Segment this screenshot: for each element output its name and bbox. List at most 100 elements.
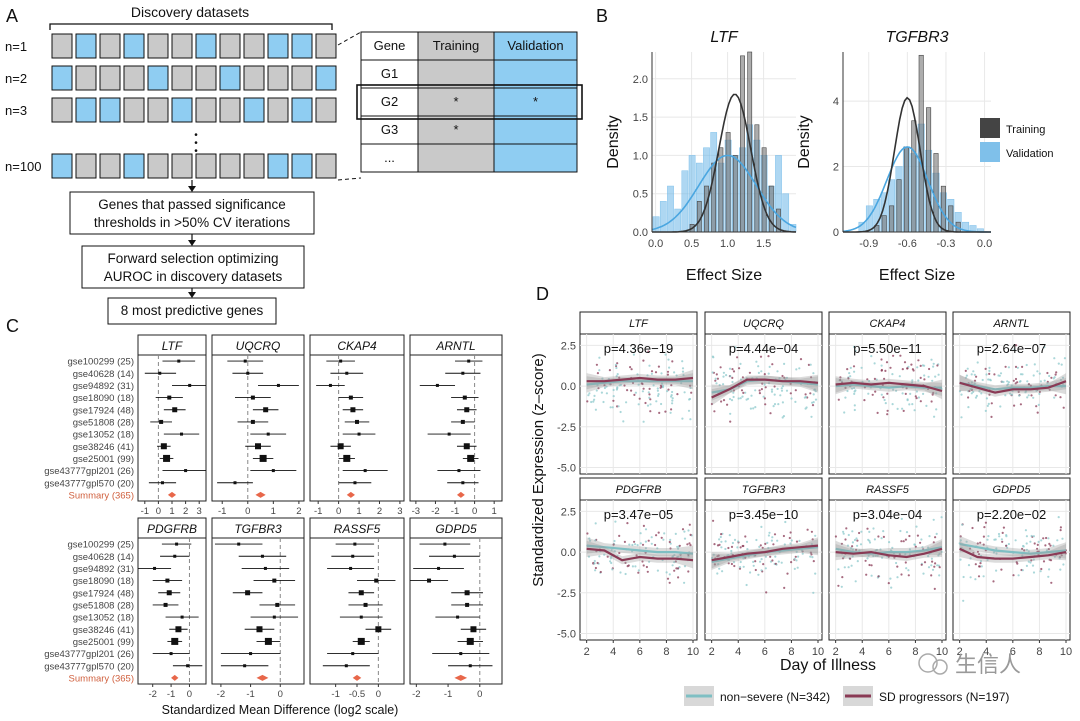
x-tick-label: -0.5 (349, 689, 365, 700)
dataset-label: gse100299 (25) (67, 540, 134, 551)
dataset-box-training (244, 66, 264, 90)
data-point (910, 364, 912, 366)
data-point (854, 409, 856, 411)
dataset-box-training (76, 154, 96, 178)
data-point (712, 520, 714, 522)
data-point (738, 397, 740, 399)
y-tick-label: 4 (833, 96, 839, 108)
data-point (1005, 366, 1007, 368)
data-point (601, 392, 603, 394)
data-point (1045, 537, 1047, 539)
data-point (749, 571, 751, 573)
data-point (1063, 407, 1065, 409)
dataset-label: gse43777gpl201 (26) (44, 466, 134, 477)
data-point (768, 532, 770, 534)
x-tick-label: 6 (762, 646, 768, 658)
dataset-box-training (124, 98, 144, 122)
data-point (742, 545, 744, 547)
data-point (761, 558, 763, 560)
data-point (892, 403, 894, 405)
x-tick-label: 1.0 (720, 238, 735, 250)
dataset-box-validation (292, 98, 312, 122)
data-point (841, 576, 843, 578)
data-point (713, 410, 715, 412)
data-point (1037, 412, 1039, 414)
data-point (643, 421, 645, 423)
data-point (1055, 394, 1057, 396)
data-point (1008, 543, 1010, 545)
dataset-box-training (292, 66, 312, 90)
data-point (1020, 403, 1022, 405)
data-point (776, 540, 778, 542)
data-point (729, 368, 731, 370)
data-point (852, 541, 854, 543)
data-point (874, 378, 876, 380)
data-point (655, 534, 657, 536)
data-point (645, 541, 647, 543)
dataset-box-training (196, 98, 216, 122)
dataset-box-training (268, 98, 288, 122)
data-point (664, 411, 666, 413)
x-tick-label: 8 (663, 646, 669, 658)
x-tick-label: 8 (912, 646, 918, 658)
table-cell (494, 116, 577, 144)
point-estimate (272, 469, 275, 472)
watermark-text: 生信人 (955, 652, 1021, 677)
data-point (1054, 376, 1056, 378)
data-point (679, 545, 681, 547)
data-point (667, 374, 669, 376)
data-point (977, 361, 979, 363)
data-point (740, 546, 742, 548)
data-point (733, 565, 735, 567)
x-tick-label: -0.9 (859, 238, 878, 250)
data-point (904, 361, 906, 363)
y-tick-label: 0.0 (561, 381, 576, 393)
data-point (1025, 529, 1027, 531)
data-point (622, 420, 624, 422)
data-point (682, 367, 684, 369)
data-point (669, 539, 671, 541)
y-tick-label: 2.0 (633, 74, 648, 86)
dataset-box-training (196, 66, 216, 90)
data-point (747, 398, 749, 400)
data-point (928, 566, 930, 568)
data-point (906, 531, 908, 533)
dataset-box-validation (124, 34, 144, 58)
data-point (982, 379, 984, 381)
dataset-box-training (76, 66, 96, 90)
data-point (781, 375, 783, 377)
data-point (935, 408, 937, 410)
data-point (768, 373, 770, 375)
point-estimate (158, 372, 161, 375)
facet-title: PDGFRB (616, 484, 662, 496)
x-tick-label: 0 (187, 689, 192, 700)
data-point (897, 408, 899, 410)
p-value: p=3.47e−05 (604, 507, 673, 522)
data-point (677, 576, 679, 578)
data-point (736, 546, 738, 548)
x-tick-label: 1 (492, 506, 497, 517)
dataset-box-training (316, 34, 336, 58)
data-point (918, 396, 920, 398)
point-estimate (237, 543, 240, 546)
y-axis-title: Standardized Expression (z–score) (530, 353, 547, 586)
p-value: p=3.45e−10 (729, 507, 798, 522)
data-point (1029, 541, 1031, 543)
data-point (774, 533, 776, 535)
data-point (806, 406, 808, 408)
data-point (677, 567, 679, 569)
dataset-box-training (244, 154, 264, 178)
data-point (848, 372, 850, 374)
data-point (903, 540, 905, 542)
data-point (1001, 381, 1003, 383)
x-axis-title: Day of Illness (780, 657, 876, 674)
dataset-label: gse51808 (28) (73, 417, 134, 428)
data-point (586, 532, 588, 534)
dataset-box-validation (52, 154, 72, 178)
point-estimate (264, 567, 267, 570)
data-point (616, 388, 618, 390)
data-point (752, 407, 754, 409)
data-point (939, 566, 941, 568)
data-point (729, 413, 731, 415)
panel-label-d: D (536, 284, 549, 304)
